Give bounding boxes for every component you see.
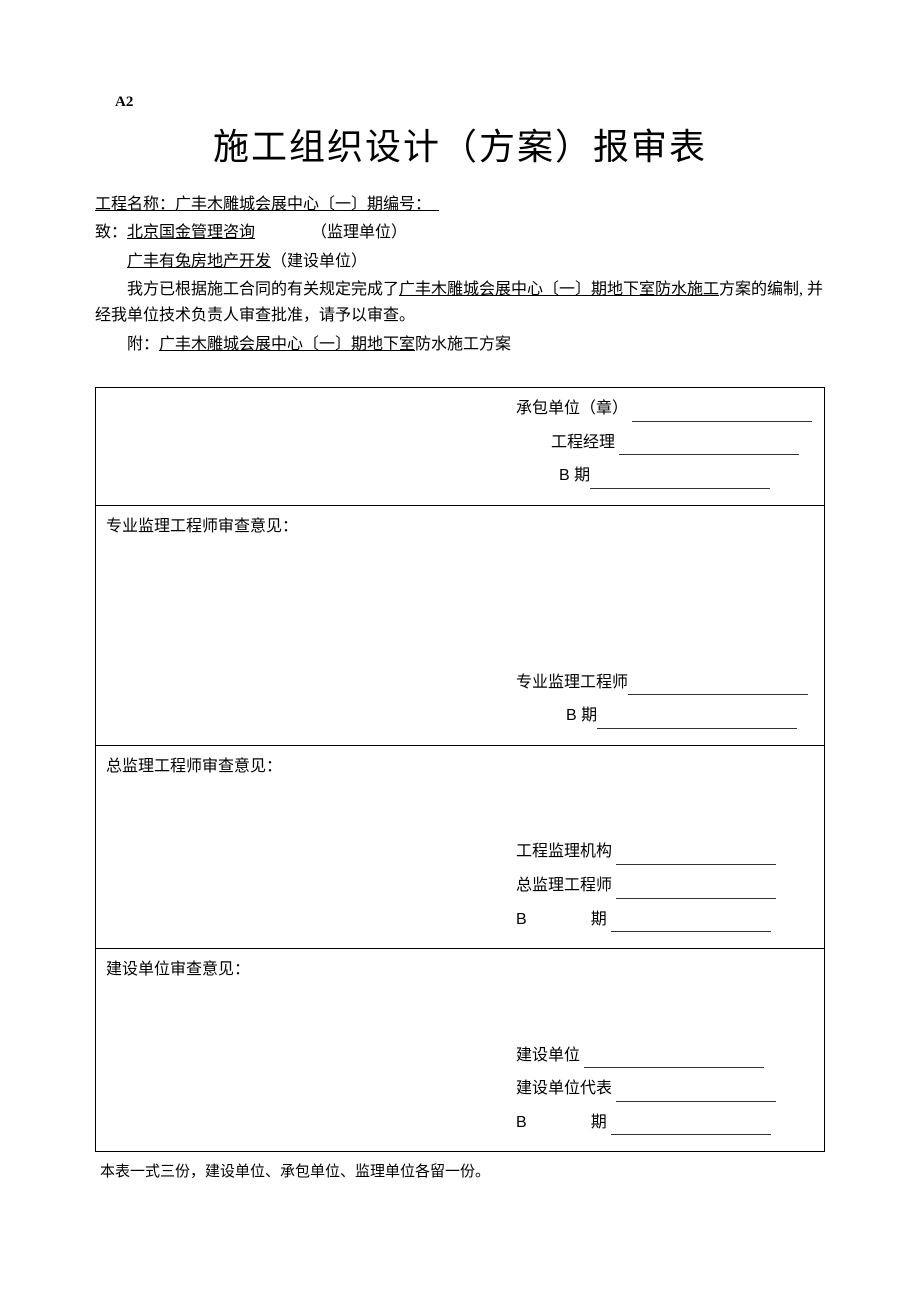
prof-date-blank[interactable] bbox=[597, 709, 797, 729]
supervisor-unit: 北京国金管理咨询 bbox=[127, 224, 255, 241]
const-unit-line: 建设单位 bbox=[516, 1043, 814, 1069]
chief-engineer-blank[interactable] bbox=[616, 879, 776, 899]
supervisor-line: 致：北京国金管理咨询 （监理单位） bbox=[95, 220, 825, 246]
attach-content: 广丰木雕城会展中心〔一〕期地下室 bbox=[159, 336, 415, 353]
const-unit-blank[interactable] bbox=[584, 1048, 764, 1068]
const-unit-label: 建设单位 bbox=[516, 1047, 580, 1064]
const-date-line: B 期 bbox=[516, 1110, 814, 1136]
professional-title: 专业监理工程师审查意见： bbox=[106, 514, 814, 540]
chief-org-blank[interactable] bbox=[616, 845, 776, 865]
chief-date-blank[interactable] bbox=[611, 912, 771, 932]
construction-title: 建设单位审查意见： bbox=[106, 957, 814, 983]
attach-label: 附： bbox=[127, 336, 159, 353]
form-code: A2 bbox=[115, 90, 825, 114]
chief-date-line: B 期 bbox=[516, 907, 814, 933]
const-rep-line: 建设单位代表 bbox=[516, 1076, 814, 1102]
supervisor-suffix: （监理单位） bbox=[319, 224, 407, 241]
body-text: 我方已根据施工合同的有关规定完成了广丰木雕城会展中心〔一〕期地下室防水施工方案的… bbox=[95, 277, 825, 328]
prof-engineer-blank[interactable] bbox=[628, 675, 808, 695]
chief-title: 总监理工程师审查意见： bbox=[106, 754, 814, 780]
construction-suffix: （建设单位） bbox=[271, 253, 367, 270]
prof-engineer-label: 专业监理工程师 bbox=[516, 674, 628, 691]
to-label: 致： bbox=[95, 224, 127, 241]
construction-line: 广丰有兔房地产开发（建设单位） bbox=[95, 249, 825, 275]
construction-unit: 广丰有兔房地产开发 bbox=[127, 253, 271, 270]
body-underlined: 广丰木雕城会展中心〔一〕期地下室防水施工 bbox=[399, 281, 719, 298]
manager-label: 工程经理 bbox=[551, 434, 615, 451]
contractor-date-line: B 期 bbox=[516, 463, 814, 489]
attach-suffix: 防水施工方案 bbox=[415, 336, 511, 353]
chief-section: 总监理工程师审查意见： 工程监理机构 总监理工程师 B 期 bbox=[96, 745, 825, 948]
contractor-unit-label: 承包单位（章） bbox=[516, 400, 628, 417]
contractor-unit-blank[interactable] bbox=[632, 402, 812, 422]
const-date-qi: 期 bbox=[591, 1114, 607, 1131]
project-label: 工程名称： bbox=[95, 196, 175, 213]
approval-table: 承包单位（章） 工程经理 B 期 专业监理工程师审查意见： 专业监理工程师 B … bbox=[95, 387, 825, 1152]
body-prefix: 我方已根据施工合同的有关规定完成了 bbox=[127, 281, 399, 298]
prof-engineer-line: 专业监理工程师 bbox=[516, 670, 814, 696]
chief-org-label: 工程监理机构 bbox=[516, 843, 612, 860]
project-name-line: 工程名称：广丰木雕城会展中心〔一〕期编号： bbox=[95, 192, 825, 218]
const-date-blank[interactable] bbox=[611, 1115, 771, 1135]
professional-section: 专业监理工程师审查意见： 专业监理工程师 B 期 bbox=[96, 505, 825, 745]
prof-date-line: B 期 bbox=[516, 703, 814, 729]
page-title: 施工组织设计（方案）报审表 bbox=[95, 119, 825, 177]
chief-date-b: B bbox=[516, 911, 527, 928]
construction-section: 建设单位审查意见： 建设单位 建设单位代表 B 期 bbox=[96, 949, 825, 1152]
const-date-b: B bbox=[516, 1114, 527, 1131]
const-rep-label: 建设单位代表 bbox=[516, 1080, 612, 1097]
chief-engineer-label: 总监理工程师 bbox=[516, 877, 612, 894]
contractor-unit-line: 承包单位（章） bbox=[516, 396, 814, 422]
prof-date-label: B 期 bbox=[566, 707, 597, 724]
manager-line: 工程经理 bbox=[516, 430, 814, 456]
contractor-date-blank[interactable] bbox=[590, 469, 770, 489]
contractor-date-label: B 期 bbox=[559, 467, 590, 484]
contractor-section: 承包单位（章） 工程经理 B 期 bbox=[96, 388, 825, 506]
project-name: 广丰木雕城会展中心〔一〕期 bbox=[175, 196, 383, 213]
chief-date-qi: 期 bbox=[591, 911, 607, 928]
footnote: 本表一式三份，建设单位、承包单位、监理单位各留一份。 bbox=[100, 1160, 825, 1184]
number-label: 编号： bbox=[383, 196, 423, 213]
manager-blank[interactable] bbox=[619, 435, 799, 455]
chief-engineer-line: 总监理工程师 bbox=[516, 873, 814, 899]
attachment-line: 附：广丰木雕城会展中心〔一〕期地下室防水施工方案 bbox=[95, 332, 825, 358]
chief-org-line: 工程监理机构 bbox=[516, 839, 814, 865]
const-rep-blank[interactable] bbox=[616, 1082, 776, 1102]
